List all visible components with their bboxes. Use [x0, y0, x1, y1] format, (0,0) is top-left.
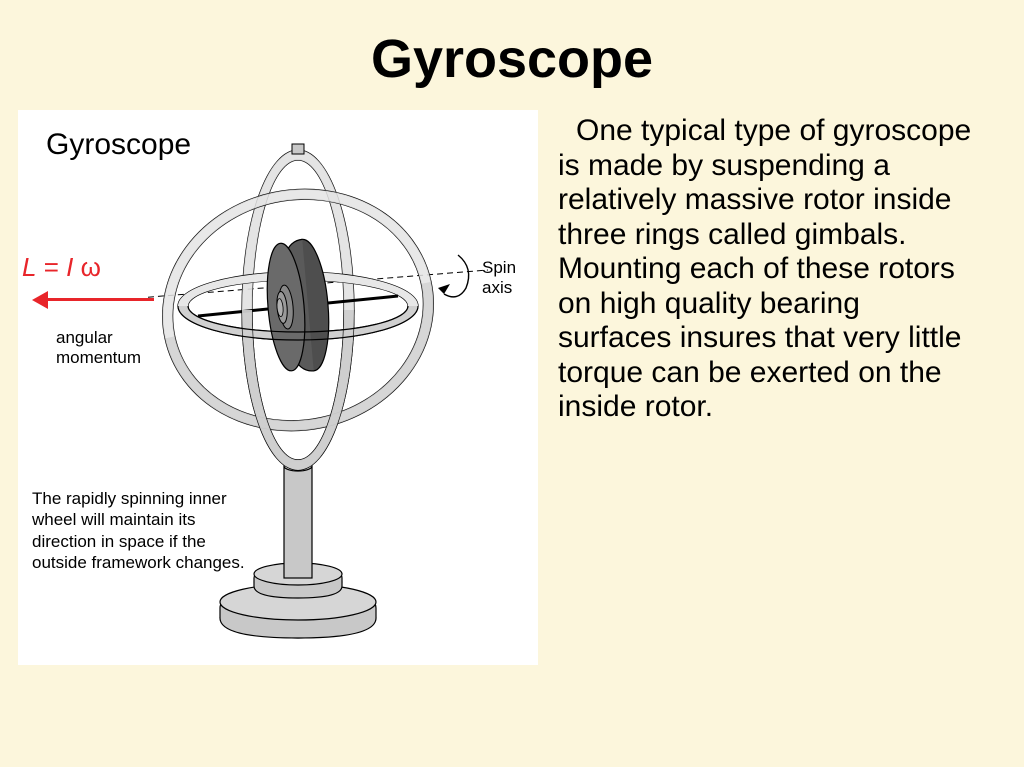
formula-eq: = — [44, 252, 59, 282]
arrow-head-icon — [32, 291, 48, 309]
page-title: Gyroscope — [0, 0, 1024, 110]
content-row: Gyroscope L = I ω angular momentum Spin … — [0, 110, 1024, 665]
angular-label-1: angular — [56, 328, 113, 347]
text-panel: One typical type of gyroscope is made by… — [558, 110, 1006, 665]
diagram-panel: Gyroscope L = I ω angular momentum Spin … — [18, 110, 538, 665]
formula-I: I — [66, 252, 73, 282]
gyroscope-illustration — [148, 140, 488, 640]
formula-omega: ω — [81, 252, 101, 282]
angular-momentum-label: angular momentum — [56, 328, 141, 367]
description-text: One typical type of gyroscope is made by… — [558, 114, 976, 425]
arrow-shaft — [44, 298, 154, 301]
formula-L: L — [22, 252, 36, 282]
angular-label-2: momentum — [56, 348, 141, 367]
formula-angular-momentum: L = I ω — [22, 252, 101, 283]
